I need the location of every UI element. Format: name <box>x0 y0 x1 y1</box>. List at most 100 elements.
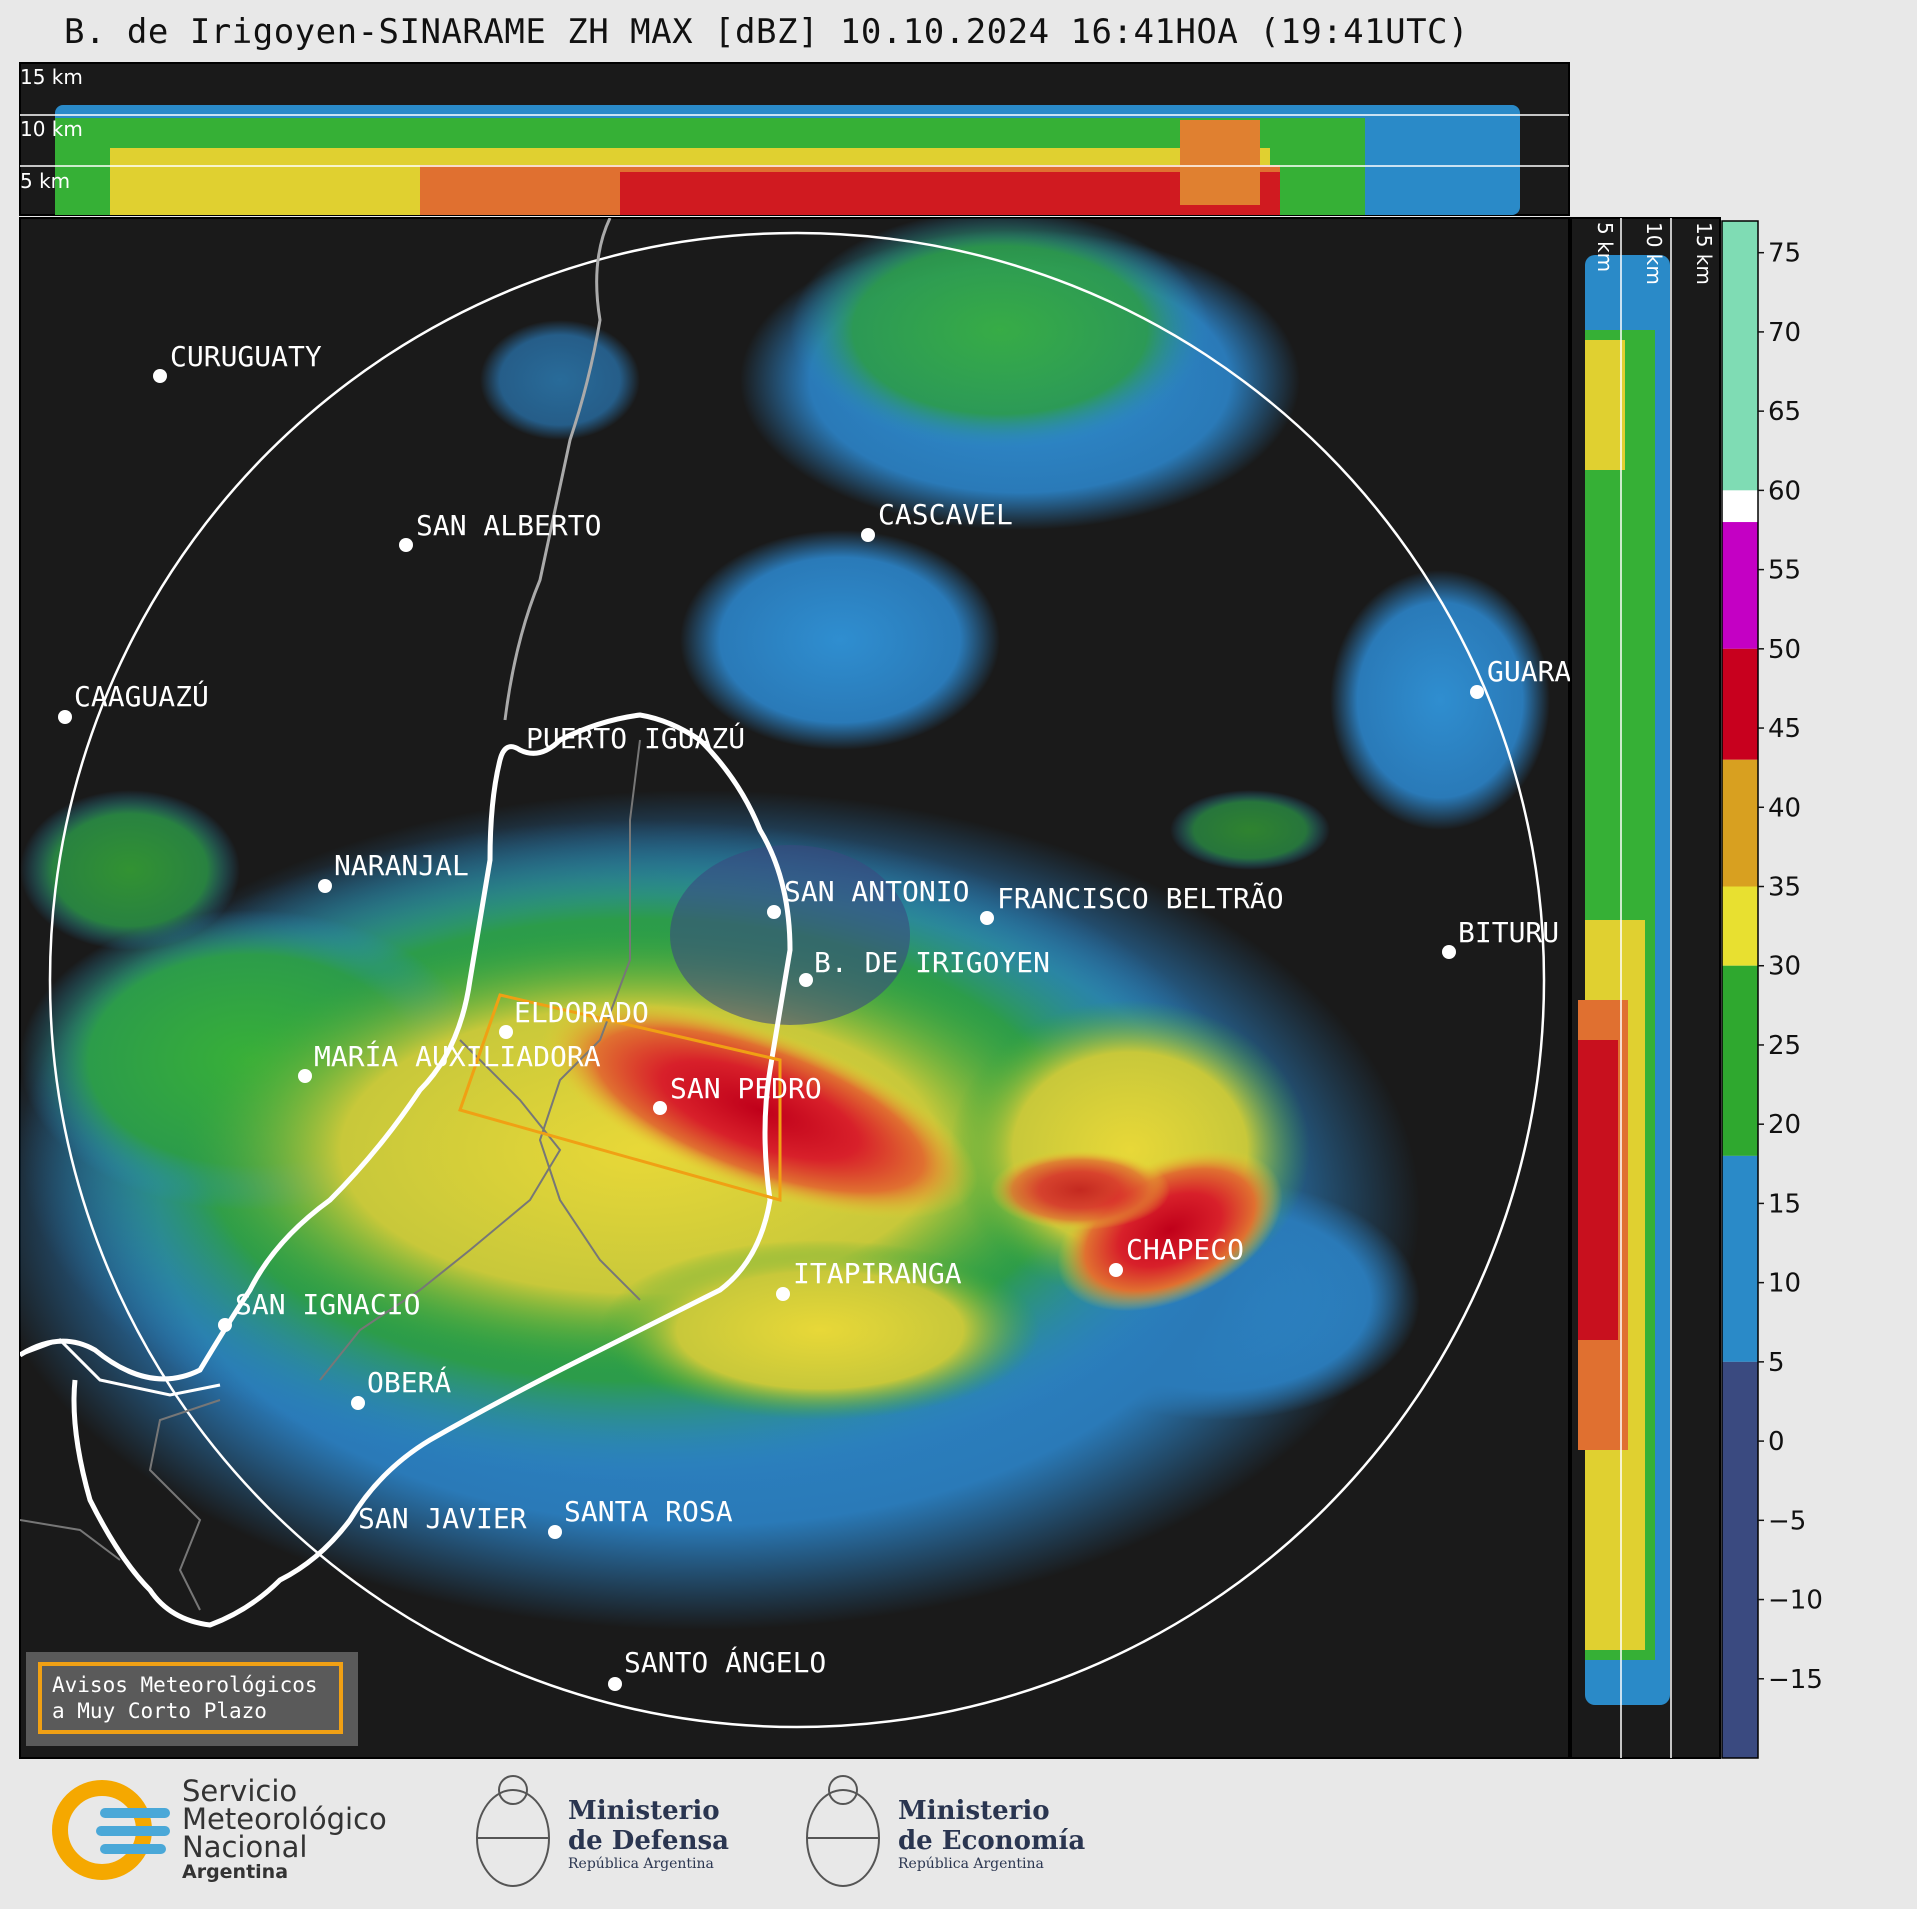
colorbar-tick-minus15: −15 <box>1768 1665 1823 1695</box>
city-label-bituru: BITURU <box>1458 916 1559 949</box>
colorbar-segment-4 <box>1722 759 1758 887</box>
smn-line-1: Servicio <box>182 1774 298 1808</box>
city-label-chapeco: CHAPECO <box>1126 1233 1244 1266</box>
city-dot-b-de-irigoyen <box>799 973 813 987</box>
city-dot-eldorado <box>499 1025 513 1039</box>
colorbar-ticks: 75 70 65 60 55 50 45 40 35 30 25 20 15 1… <box>1758 239 1823 1695</box>
international-border <box>20 712 793 1628</box>
city-dot-san-ignacio <box>218 1318 232 1332</box>
city-label-curuguaty: CURUGUATY <box>170 340 322 373</box>
colorbar-tick-10: 10 <box>1768 1269 1801 1299</box>
warning-polygon <box>458 993 782 1202</box>
colorbar-segment-2 <box>1722 522 1758 649</box>
colorbar-segment-3 <box>1722 648 1758 760</box>
country-border-north <box>503 218 612 721</box>
colorbar-tick-minus5: −5 <box>1768 1506 1806 1536</box>
colorbar-segment-7 <box>1722 1155 1758 1362</box>
city-label-itapiranga: ITAPIRANGA <box>793 1257 962 1290</box>
side-section-echo <box>1578 218 1672 1758</box>
city-dot-obera <box>351 1396 365 1410</box>
colorbar-tick-40: 40 <box>1768 793 1801 823</box>
city-label-san-ignacio: SAN IGNACIO <box>235 1288 420 1321</box>
city-label-san-antonio: SAN ANTONIO <box>784 875 969 908</box>
defensa-line-3: República Argentina <box>568 1856 714 1872</box>
colorbar-tick-50: 50 <box>1768 635 1801 665</box>
city-label-guara: GUARA <box>1487 655 1571 688</box>
warning-box-line-2: a Muy Corto Plazo <box>52 1699 267 1723</box>
economia-logo-text: Ministerio de Economía República Argenti… <box>898 1796 1085 1872</box>
top-section-echo <box>20 105 1569 215</box>
city-label-francisco-beltrao: FRANCISCO BELTRÃO <box>997 882 1284 915</box>
department-border-2 <box>319 1039 562 1381</box>
city-dot-bituru <box>1442 945 1456 959</box>
side-height-label-10: 10 km <box>1642 222 1666 285</box>
city-markers: CURUGUATY SAN ALBERTO CASCAVEL CAAGUAZÚ … <box>58 340 1571 1691</box>
department-border <box>538 739 641 1301</box>
city-dot-san-alberto <box>399 538 413 552</box>
top-height-label-15: 15 km <box>20 65 83 89</box>
colorbar-tick-20: 20 <box>1768 1110 1801 1140</box>
city-label-obera: OBERÁ <box>367 1365 451 1399</box>
city-dot-santa-rosa <box>548 1525 562 1539</box>
colorbar-tick-55: 55 <box>1768 556 1801 586</box>
city-dot-santo-angelo <box>608 1677 622 1691</box>
warning-box-line-1: Avisos Meteorológicos <box>52 1673 318 1697</box>
smn-line-4: Argentina <box>182 1861 289 1883</box>
city-label-san-javier: SAN JAVIER <box>358 1502 527 1535</box>
colorbar-segment-1 <box>1722 490 1758 523</box>
colorbar-tick-5: 5 <box>1768 1348 1785 1378</box>
city-label-eldorado: ELDORADO <box>514 996 649 1029</box>
department-border-4 <box>20 1519 121 1561</box>
city-label-maria-auxiliadora: MARÍA AUXILIADORA <box>314 1039 601 1073</box>
colorbar-segment-8 <box>1722 1361 1758 1758</box>
colorbar-segments <box>1722 221 1758 1758</box>
city-dot-chapeco <box>1109 1263 1123 1277</box>
reflectivity-field <box>20 218 1550 1729</box>
city-dot-cascavel <box>861 528 875 542</box>
economia-line-3: República Argentina <box>898 1856 1044 1872</box>
colorbar-frame <box>1721 220 1759 1759</box>
city-dot-naranjal <box>318 879 332 893</box>
colorbar-tick-35: 35 <box>1768 873 1801 903</box>
colorbar-tick-25: 25 <box>1768 1031 1801 1061</box>
warning-box[interactable]: Avisos Meteorológicos a Muy Corto Plazo <box>38 1662 343 1734</box>
colorbar-tick-minus10: −10 <box>1768 1586 1823 1616</box>
smn-line-3: Nacional <box>182 1830 308 1864</box>
range-ring <box>48 231 1546 1729</box>
city-dot-itapiranga <box>776 1287 790 1301</box>
city-dot-caaguazu <box>58 710 72 724</box>
defensa-line-2: de Defensa <box>568 1826 729 1856</box>
colorbar-tick-65: 65 <box>1768 397 1801 427</box>
side-height-label-5: 5 km <box>1593 222 1617 272</box>
city-label-san-alberto: SAN ALBERTO <box>416 509 601 542</box>
colorbar-segment-6 <box>1722 965 1758 1156</box>
colorbar-tick-75: 75 <box>1768 239 1801 269</box>
colorbar-tick-70: 70 <box>1768 318 1801 348</box>
colorbar-tick-60: 60 <box>1768 476 1801 506</box>
economia-crest <box>806 1775 880 1887</box>
city-label-santa-rosa: SANTA ROSA <box>564 1495 733 1528</box>
colorbar-tick-30: 30 <box>1768 952 1801 982</box>
city-dot-san-pedro <box>653 1101 667 1115</box>
border-segment <box>20 1338 221 1397</box>
city-dot-san-antonio <box>767 905 781 919</box>
colorbar-segment-0 <box>1722 221 1758 491</box>
department-border-3 <box>148 1399 221 1611</box>
smn-logo-text: Servicio Meteorológico Nacional Argentin… <box>182 1774 387 1884</box>
colorbar-segment-5 <box>1722 886 1758 966</box>
map-title: B. de Irigoyen-SINARAME ZH MAX [dBZ] 10.… <box>64 12 1469 52</box>
city-label-puerto-iguazu: PUERTO IGUAZÚ <box>526 721 745 755</box>
smn-logo-mark <box>52 1780 170 1880</box>
city-dot-curuguaty <box>153 369 167 383</box>
side-height-label-15: 15 km <box>1692 222 1716 285</box>
colorbar-tick-0: 0 <box>1768 1427 1785 1457</box>
colorbar-tick-15: 15 <box>1768 1189 1801 1219</box>
economia-line-1: Ministerio <box>898 1796 1050 1826</box>
smn-line-2: Meteorológico <box>182 1802 387 1836</box>
city-dot-guara <box>1470 685 1484 699</box>
city-label-naranjal: NARANJAL <box>334 849 469 882</box>
defensa-logo-text: Ministerio de Defensa República Argentin… <box>568 1796 729 1872</box>
top-height-label-10: 10 km <box>20 117 83 141</box>
economia-line-2: de Economía <box>898 1826 1086 1856</box>
